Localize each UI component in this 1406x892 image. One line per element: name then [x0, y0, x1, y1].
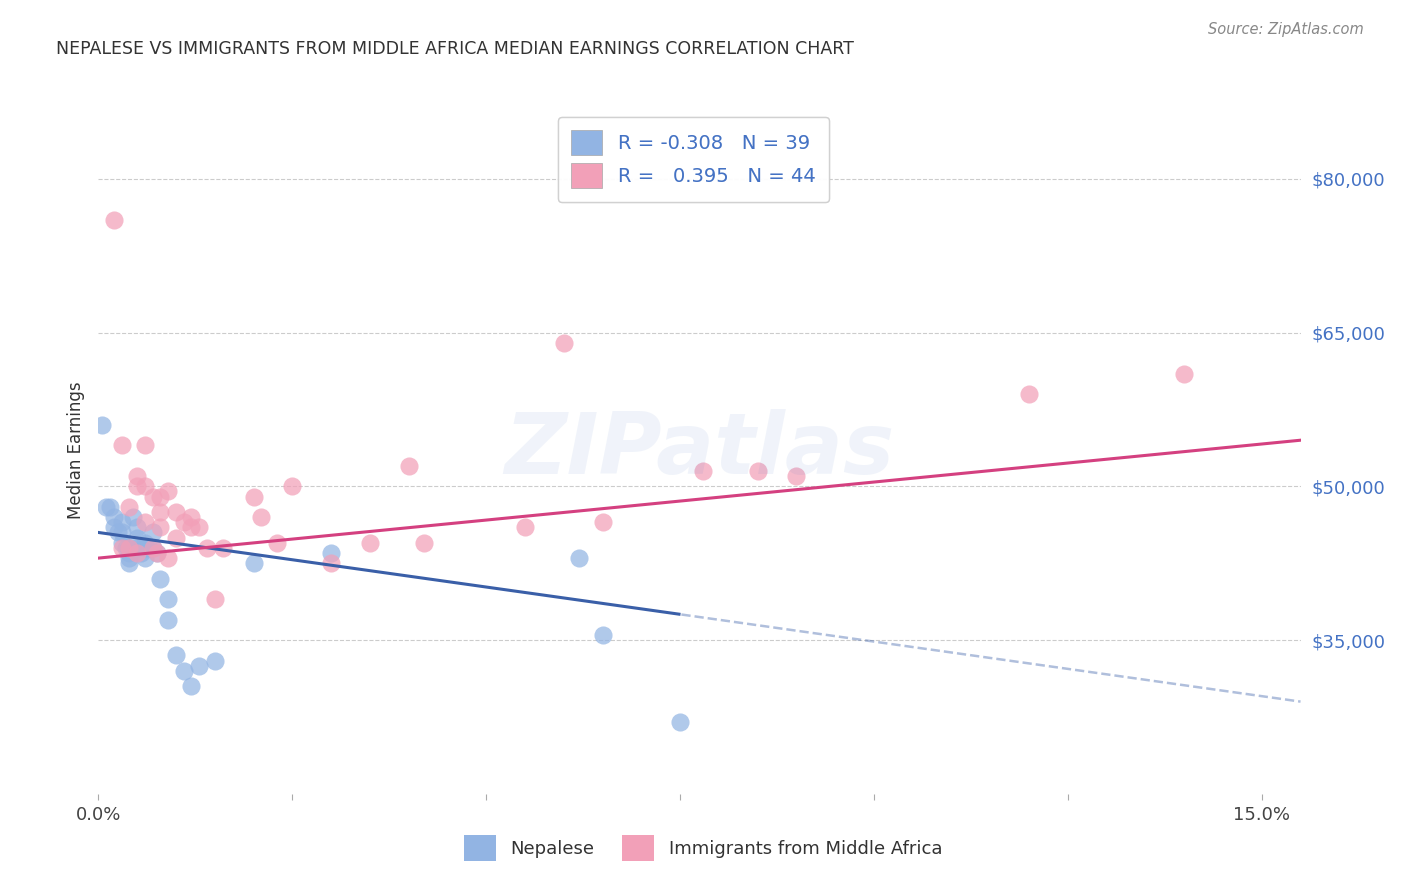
Point — [180, 520, 202, 534]
Point — [142, 490, 165, 504]
Point — [127, 531, 149, 545]
Point — [145, 546, 167, 560]
Point — [138, 541, 160, 555]
Text: ZIPatlas: ZIPatlas — [505, 409, 894, 492]
Point — [134, 541, 156, 555]
Point — [173, 515, 195, 529]
Point — [149, 572, 172, 586]
Point — [114, 541, 136, 555]
Point — [195, 541, 218, 555]
Point — [413, 535, 436, 549]
Point — [157, 613, 180, 627]
Point — [250, 510, 273, 524]
Point — [180, 510, 202, 524]
Point — [188, 520, 211, 534]
Point — [149, 520, 172, 534]
Point — [513, 520, 536, 534]
Point — [281, 479, 304, 493]
Point — [111, 535, 134, 549]
Text: Source: ZipAtlas.com: Source: ZipAtlas.com — [1208, 22, 1364, 37]
Point — [211, 541, 233, 555]
Point — [149, 490, 172, 504]
Point — [142, 525, 165, 540]
Point — [129, 546, 152, 560]
Point — [98, 500, 121, 514]
Point — [118, 551, 141, 566]
Point — [149, 505, 172, 519]
Point — [127, 469, 149, 483]
Point — [111, 515, 134, 529]
Point — [142, 541, 165, 555]
Point — [204, 592, 226, 607]
Point — [692, 464, 714, 478]
Point — [127, 546, 149, 560]
Point — [165, 505, 187, 519]
Point — [242, 490, 264, 504]
Point — [134, 515, 156, 529]
Legend: R = -0.308   N = 39, R =   0.395   N = 44: R = -0.308 N = 39, R = 0.395 N = 44 — [558, 117, 830, 202]
Point — [266, 535, 288, 549]
Point — [145, 546, 167, 560]
Point — [103, 520, 125, 534]
Point — [111, 541, 134, 555]
Point — [96, 500, 118, 514]
Point — [173, 664, 195, 678]
Point — [568, 551, 591, 566]
Point — [134, 535, 156, 549]
Point — [165, 531, 187, 545]
Point — [127, 479, 149, 493]
Point — [118, 500, 141, 514]
Point — [165, 648, 187, 663]
Point — [398, 458, 420, 473]
Point — [142, 541, 165, 555]
Point — [134, 438, 156, 452]
Point — [103, 510, 125, 524]
Point — [157, 484, 180, 499]
Point — [157, 551, 180, 566]
Point — [747, 464, 769, 478]
Point — [188, 658, 211, 673]
Point — [180, 679, 202, 693]
Point — [359, 535, 381, 549]
Point — [1173, 367, 1195, 381]
Text: NEPALESE VS IMMIGRANTS FROM MIDDLE AFRICA MEDIAN EARNINGS CORRELATION CHART: NEPALESE VS IMMIGRANTS FROM MIDDLE AFRIC… — [56, 40, 853, 58]
Point — [91, 417, 114, 432]
Legend: Nepalese, Immigrants from Middle Africa: Nepalese, Immigrants from Middle Africa — [454, 826, 952, 870]
Point — [118, 541, 141, 555]
Point — [592, 628, 614, 642]
Point — [1018, 387, 1040, 401]
Point — [103, 212, 125, 227]
Point — [134, 479, 156, 493]
Point — [127, 541, 149, 555]
Point — [204, 654, 226, 668]
Point — [319, 546, 342, 560]
Point — [669, 715, 692, 730]
Point — [785, 469, 807, 483]
Point — [107, 525, 129, 540]
Point — [118, 541, 141, 555]
Point — [134, 551, 156, 566]
Point — [118, 546, 141, 560]
Point — [127, 520, 149, 534]
Point — [111, 438, 134, 452]
Point — [157, 592, 180, 607]
Point — [242, 556, 264, 570]
Y-axis label: Median Earnings: Median Earnings — [67, 382, 86, 519]
Point — [122, 510, 145, 524]
Point — [118, 556, 141, 570]
Point — [592, 515, 614, 529]
Point — [553, 335, 575, 350]
Point — [319, 556, 342, 570]
Point — [111, 525, 134, 540]
